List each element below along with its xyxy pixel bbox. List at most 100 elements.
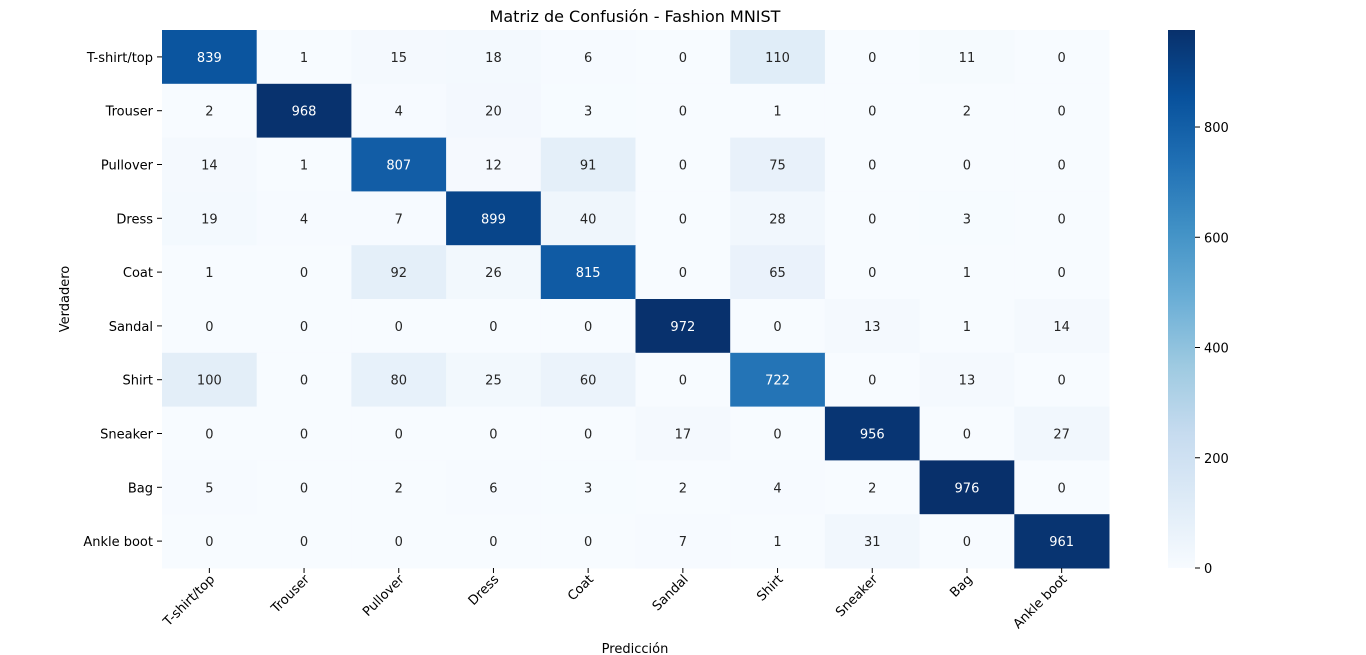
heatmap-cell: [730, 83, 826, 139]
heatmap-cell: [635, 460, 731, 515]
y-tick-label: Pullover: [101, 159, 154, 174]
cell-value-label: 0: [1058, 51, 1066, 66]
heatmap-cell: [1014, 30, 1110, 85]
cell-value-label: 815: [576, 266, 601, 281]
x-tick-label: T-shirt/top: [160, 572, 218, 630]
cell-value-label: 40: [580, 212, 597, 227]
y-tick-labels: T-shirt/top Trouser Pullover Dress Coat Sanda…: [83, 51, 162, 550]
cell-value-label: 976: [955, 481, 980, 496]
heatmap-cell: [446, 352, 542, 408]
cell-value-label: 13: [864, 320, 881, 335]
x-tick-labels: T-shirt/top Trouser Pullover Dress Coat Sanda…: [160, 568, 1070, 632]
cell-value-label: 0: [395, 428, 403, 443]
heatmap-cell: [446, 299, 542, 354]
heatmap-cell: [730, 460, 826, 515]
heatmap-cell: [635, 191, 731, 246]
heatmap-cell: [351, 30, 447, 85]
cell-value-label: 0: [963, 159, 971, 174]
heatmap-cell: [635, 406, 731, 461]
cell-value-label: 6: [584, 51, 592, 66]
cell-value-label: 0: [395, 320, 403, 335]
cell-value-label: 20: [485, 105, 502, 120]
heatmap-cell: [256, 30, 352, 85]
cell-value-label: 0: [205, 320, 213, 335]
cell-value-label: 0: [584, 320, 592, 335]
cell-value-label: 0: [205, 535, 213, 550]
cell-value-label: 0: [395, 535, 403, 550]
cell-value-label: 0: [300, 535, 308, 550]
y-tick-label: Coat: [123, 266, 153, 281]
colorbar-tick-label: 0: [1204, 562, 1212, 577]
x-tick-label: Trouser: [268, 572, 313, 617]
heatmap-cell: [824, 460, 921, 515]
heatmap-cell: [256, 299, 352, 354]
heatmap-cell: [730, 299, 826, 354]
heatmap-cell: [635, 514, 731, 569]
heatmap-cell: [351, 406, 447, 461]
heatmap-cell: [256, 137, 352, 192]
heatmap-cell: [1014, 191, 1110, 246]
y-tick-label: Trouser: [105, 105, 154, 120]
heatmap-cell: [256, 352, 352, 408]
cell-value-label: 968: [292, 105, 317, 120]
x-tick-label: Shirt: [754, 572, 786, 604]
heatmap-cell: [162, 30, 258, 85]
y-axis-label: Verdadero: [58, 266, 73, 333]
colorbar-tick-label: 800: [1204, 121, 1229, 136]
heatmap-cell: [635, 137, 731, 192]
heatmap-cell: [351, 137, 447, 192]
cell-value-label: 0: [679, 266, 687, 281]
heatmap-cell: [730, 406, 826, 461]
x-tick-label: Sneaker: [833, 572, 881, 620]
heatmap-cell: [256, 460, 352, 515]
heatmap-cell: [824, 30, 921, 85]
heatmap-cell: [635, 30, 731, 85]
cell-value-label: 14: [201, 159, 218, 174]
cell-value-label: 1: [300, 51, 308, 66]
heatmap-cell: [919, 245, 1015, 300]
cell-value-label: 0: [584, 428, 592, 443]
heatmap-cell: [824, 191, 921, 246]
cell-value-label: 31: [864, 535, 881, 550]
heatmap-cell: [540, 245, 636, 300]
colorbar-tick-label: 200: [1204, 452, 1229, 467]
cell-value-label: 2: [963, 105, 971, 120]
heatmap-cell: [446, 137, 542, 192]
colorbar-gradient: [1168, 30, 1195, 568]
heatmap-cell: [1014, 83, 1110, 139]
cell-value-label: 0: [868, 374, 876, 389]
heatmap-cell: [540, 460, 636, 515]
cell-value-label: 4: [773, 481, 781, 496]
heatmap-cell: [540, 83, 636, 139]
heatmap-cell: [919, 406, 1015, 461]
cell-value-label: 0: [868, 51, 876, 66]
heatmap-cell: [162, 299, 258, 354]
cell-value-label: 0: [679, 51, 687, 66]
cell-value-label: 839: [197, 51, 222, 66]
cell-value-label: 91: [580, 159, 597, 174]
cell-value-label: 27: [1053, 428, 1070, 443]
heatmap-cell: [824, 406, 921, 461]
y-tick-label: Sandal: [109, 320, 153, 335]
cell-value-label: 0: [300, 320, 308, 335]
cell-value-label: 0: [868, 159, 876, 174]
x-tick-label: Sandal: [650, 572, 692, 614]
cell-value-label: 0: [584, 535, 592, 550]
heatmap-cell: [256, 83, 352, 139]
cell-value-label: 0: [300, 481, 308, 496]
heatmap-cell: [446, 460, 542, 515]
heatmap-cell: [162, 191, 258, 246]
cell-value-label: 0: [963, 428, 971, 443]
cell-value-label: 0: [1058, 212, 1066, 227]
x-tick-label: Pullover: [360, 572, 408, 620]
heatmap-cell: [1014, 299, 1110, 354]
cell-value-label: 0: [489, 535, 497, 550]
heatmap-cell: [351, 299, 447, 354]
cell-value-label: 899: [481, 212, 506, 227]
heatmap-cell: [824, 514, 921, 569]
cell-value-label: 1: [300, 159, 308, 174]
cell-value-label: 0: [868, 212, 876, 227]
heatmap-cell: [446, 245, 542, 300]
heatmap-cell: [824, 245, 921, 300]
cell-value-label: 1: [205, 266, 213, 281]
